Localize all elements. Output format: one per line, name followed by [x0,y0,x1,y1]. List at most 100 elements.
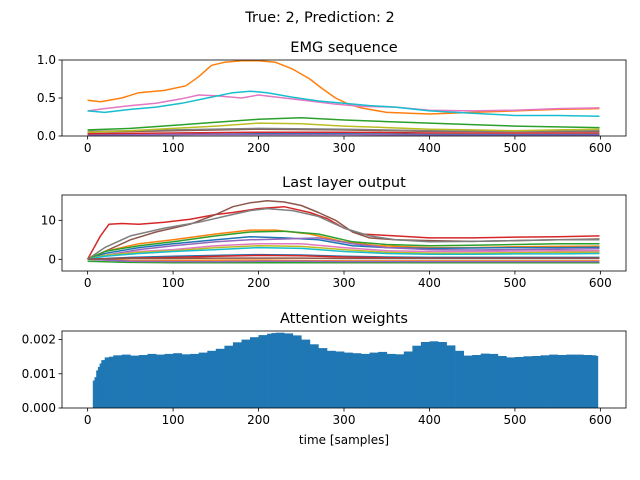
x-tick-label: 0 [84,413,92,427]
bar [326,350,336,408]
plot-area [92,332,599,408]
series-line-5 [87,235,600,261]
bar [480,353,490,408]
bar [96,370,99,408]
subplot-2: 0 100 200 300 400 500 600 0 10 Last layer output [41,175,627,290]
bar [549,354,558,408]
y-tick-label: 0 [48,252,56,266]
x-tick-label: 0 [84,276,92,290]
bar [446,345,456,408]
bar [540,355,550,408]
series-line-9 [87,244,600,261]
bar [489,353,499,408]
bar [344,352,353,408]
bar [301,339,311,408]
bar [318,348,328,408]
x-tick-label: 600 [589,276,612,290]
bar [275,332,285,408]
y-tick-label: 10 [41,213,56,227]
bar [412,345,422,408]
bar [156,354,165,408]
subplot-title: Last layer output [282,175,406,191]
bar [267,333,272,408]
series-line-10 [87,90,600,117]
bar [173,353,182,408]
x-tick-label: 400 [418,413,441,427]
bar [395,354,405,408]
bar [472,355,482,408]
bar [574,354,584,408]
bar [497,356,507,408]
x-axis-label: time [samples] [299,433,389,447]
bar [232,342,242,408]
series-line-6 [87,230,600,260]
series-line-16 [87,257,600,261]
series-line-7 [87,94,600,112]
bar [514,357,524,408]
series-line-4 [87,131,600,135]
bar [224,345,234,408]
series-line-13 [87,260,600,264]
x-tick-label: 0 [84,141,92,155]
y-tick-label: 0.001 [22,367,56,381]
bar [97,366,100,408]
series-line-15 [87,258,600,263]
x-tick-label: 600 [589,141,612,155]
bar [429,341,439,408]
bar [99,363,102,408]
bar [596,356,599,408]
x-tick-label: 400 [418,141,441,155]
bar [138,355,148,408]
bar [378,351,388,408]
bar [591,355,597,408]
x-tick-label: 100 [162,141,185,155]
bar [386,353,396,408]
x-tick-label: 100 [162,413,185,427]
bar [361,353,370,408]
bar [109,356,114,408]
x-tick-label: 500 [503,413,526,427]
bar [190,353,200,408]
bar [181,354,191,408]
bar [463,355,473,408]
series-line-3 [87,117,600,131]
bar [506,357,516,408]
bar [420,342,430,408]
x-tick-label: 300 [333,141,356,155]
bar [198,352,208,408]
x-tick-label: 200 [247,413,270,427]
subplot-title: EMG sequence [290,40,397,56]
bar [92,380,95,408]
series-line-1 [86,205,600,260]
subplot-1: 0 100 200 300 400 500 600 0.0 0.5 1.0 EMG sequence [37,40,627,155]
bar [101,360,106,408]
x-tick-label: 600 [589,413,612,427]
x-tick-label: 200 [247,276,270,290]
bar [292,335,302,408]
y-tick-label: 0.002 [22,333,56,347]
series-line-7 [87,237,600,261]
series-line-8 [87,242,600,261]
bar [121,354,131,408]
bar [271,333,277,408]
x-tick-label: 300 [333,276,356,290]
series-line-3 [87,207,600,260]
series-line-2 [87,60,600,115]
x-tick-label: 400 [418,276,441,290]
bar [583,355,593,408]
bar [250,337,259,408]
plot-area [86,200,600,264]
bar [532,356,541,408]
bar [455,350,464,408]
bar [369,352,379,408]
bar [284,333,294,408]
y-tick-label: 0.000 [22,401,56,415]
bar [94,377,97,408]
bar [164,353,174,408]
bar [130,355,140,408]
y-tick-label: 0.5 [37,91,56,105]
plot-area [87,60,600,136]
bar [258,335,268,408]
subplot-title: Attention weights [280,311,408,327]
